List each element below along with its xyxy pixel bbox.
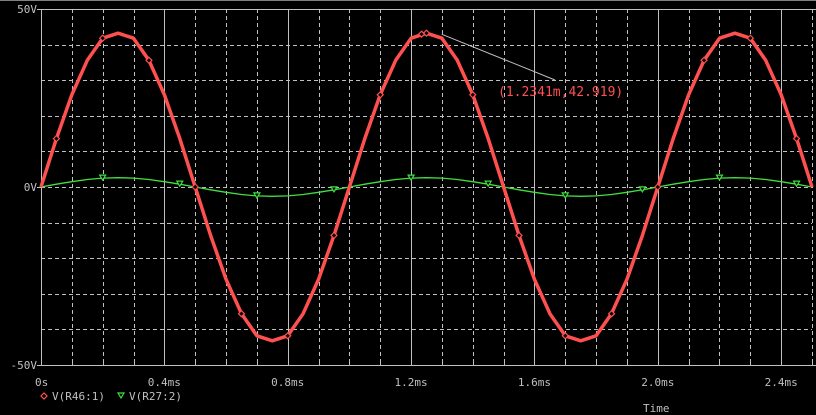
x-tick-label: 2.4ms bbox=[765, 376, 798, 389]
annotation-leader-line bbox=[441, 33, 556, 81]
triangle-marker bbox=[175, 180, 184, 188]
x-tick-label: 0s bbox=[35, 376, 48, 389]
annotation-label: (1.2341m,42.919) bbox=[498, 85, 623, 100]
diamond-marker bbox=[283, 331, 292, 340]
y-tick-label: -50V bbox=[11, 359, 38, 372]
diamond-marker bbox=[468, 90, 477, 99]
series-line-vr272 bbox=[40, 177, 813, 197]
diamond-marker bbox=[422, 29, 431, 38]
y-tick-label: 0V bbox=[24, 181, 38, 194]
triangle-marker bbox=[407, 174, 416, 182]
x-tick-label: 1.6ms bbox=[518, 376, 551, 389]
triangle-marker bbox=[484, 180, 493, 188]
x-tick-label: 2.0ms bbox=[641, 376, 674, 389]
triangle-marker bbox=[116, 392, 126, 400]
x-tick-label: 1.2ms bbox=[395, 376, 428, 389]
diamond-marker bbox=[191, 183, 200, 191]
cursor-annotation[interactable]: (1.2341m,42.919) bbox=[417, 30, 624, 100]
diamond-marker bbox=[561, 331, 570, 340]
diamond-marker bbox=[145, 56, 153, 65]
diamond-marker bbox=[237, 309, 246, 318]
diamond-marker bbox=[607, 309, 616, 318]
diamond-marker bbox=[52, 134, 61, 143]
triangle-marker bbox=[715, 174, 724, 182]
y-axis-labels: 50V 0V -50V bbox=[11, 3, 38, 372]
diamond-marker bbox=[40, 392, 48, 400]
diamond-marker bbox=[98, 34, 107, 43]
diamond-marker bbox=[330, 231, 338, 240]
diamond-marker bbox=[376, 90, 385, 99]
diamond-marker bbox=[792, 134, 801, 143]
diamond-marker bbox=[417, 30, 426, 39]
x-axis-labels: 0s 0.4ms 0.8ms 1.2ms 1.6ms 2.0ms 2.4ms bbox=[35, 376, 798, 389]
axis-ticks bbox=[37, 9, 813, 366]
diamond-marker bbox=[746, 34, 755, 43]
x-tick-label: 0.4ms bbox=[148, 376, 181, 389]
diamond-marker bbox=[653, 183, 662, 191]
y-tick-label: 50V bbox=[17, 3, 37, 16]
triangle-marker bbox=[792, 180, 801, 188]
legend-entry: V(R27:2) bbox=[129, 390, 182, 403]
triangle-marker bbox=[561, 192, 570, 200]
x-axis-title: Time bbox=[643, 402, 670, 415]
diamond-marker bbox=[700, 56, 708, 65]
x-tick-label: 0.8ms bbox=[271, 376, 304, 389]
legend-entry: V(R46:1) bbox=[52, 390, 105, 403]
triangle-marker bbox=[252, 192, 261, 200]
legend: V(R46:1) V(R27:2) bbox=[40, 390, 182, 403]
diamond-marker bbox=[515, 231, 523, 240]
triangle-marker bbox=[98, 174, 107, 182]
triangle-marker bbox=[329, 186, 339, 194]
grid bbox=[0, 0, 816, 366]
series-layer bbox=[39, 29, 814, 343]
triangle-marker bbox=[638, 186, 647, 194]
